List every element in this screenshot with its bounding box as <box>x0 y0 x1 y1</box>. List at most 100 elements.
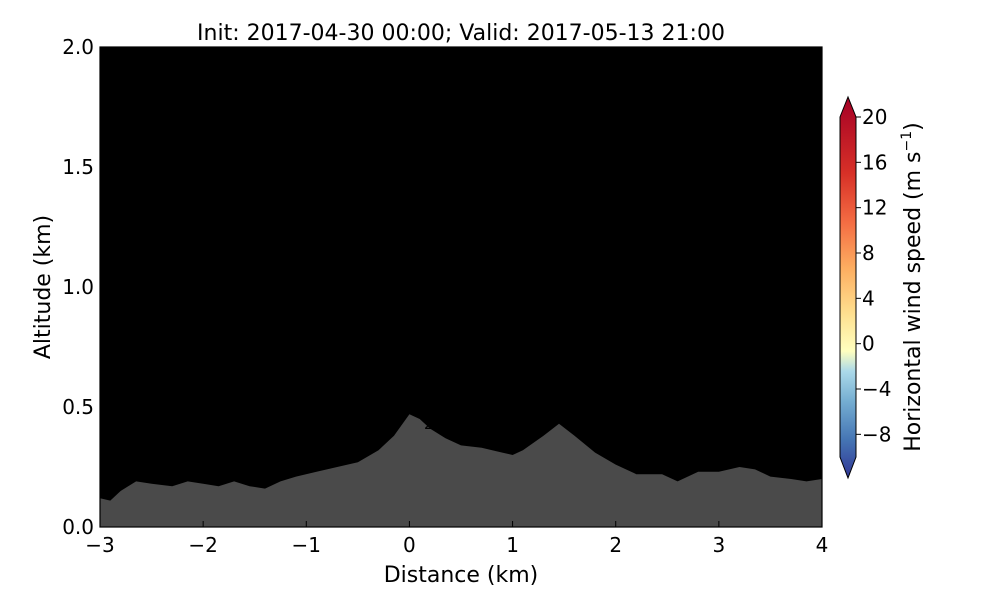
field-cell <box>441 239 462 256</box>
field-cell <box>662 399 683 416</box>
field-cell <box>220 143 241 160</box>
field-cell <box>601 239 622 256</box>
colorbar-tick-label: 20 <box>862 105 887 129</box>
field-cell <box>541 191 562 208</box>
field-cell <box>341 143 362 160</box>
field-cell <box>742 175 763 192</box>
wind-vector <box>329 383 345 384</box>
field-cell <box>762 63 783 80</box>
field-cell <box>421 191 442 208</box>
field-cell <box>401 335 422 352</box>
field-cell <box>140 447 161 464</box>
field-cell <box>120 271 141 288</box>
field-cell <box>682 431 703 448</box>
field-cell <box>682 399 703 416</box>
field-cell <box>662 431 683 448</box>
field-cell <box>200 143 221 160</box>
field-cell <box>481 239 502 256</box>
field-cell <box>281 47 302 64</box>
field-cell <box>541 399 562 416</box>
field-cell <box>200 223 221 240</box>
field-cell <box>401 127 422 144</box>
field-cell <box>220 463 241 480</box>
field-cell <box>421 127 442 144</box>
field-cell <box>381 47 402 64</box>
field-cell <box>742 367 763 384</box>
field-cell <box>481 303 502 320</box>
field-cell <box>541 63 562 80</box>
field-cell <box>100 79 121 96</box>
field-cell <box>802 367 823 384</box>
x-tick-label: −2 <box>188 533 217 557</box>
field-cell <box>140 431 161 448</box>
field-cell <box>120 127 141 144</box>
field-cell <box>421 159 442 176</box>
field-cell <box>461 319 482 336</box>
field-cell <box>381 367 402 384</box>
wind-vector <box>375 363 393 364</box>
field-cell <box>100 303 121 320</box>
field-cell <box>722 447 743 464</box>
field-cell <box>461 47 482 64</box>
y-tick-label: 1.0 <box>62 275 94 299</box>
field-cell <box>662 367 683 384</box>
x-axis-label: Distance (km) <box>384 563 539 588</box>
field-cell <box>682 159 703 176</box>
field-cell <box>722 159 743 176</box>
field-cell <box>601 431 622 448</box>
field-cell <box>381 191 402 208</box>
field-cell <box>521 383 542 400</box>
field-cell <box>341 399 362 416</box>
field-cell <box>301 47 322 64</box>
field-cell <box>742 223 763 240</box>
field-cell <box>260 399 281 416</box>
field-cell <box>301 143 322 160</box>
field-cell <box>762 399 783 416</box>
field-cell <box>481 63 502 80</box>
field-cell <box>762 271 783 288</box>
field-cell <box>160 175 181 192</box>
field-cell <box>140 127 161 144</box>
field-cell <box>281 383 302 400</box>
field-cell <box>200 351 221 368</box>
field-cell <box>260 159 281 176</box>
field-cell <box>180 207 201 224</box>
field-cell <box>240 351 261 368</box>
field-cell <box>481 191 502 208</box>
field-cell <box>461 127 482 144</box>
field-cell <box>200 127 221 144</box>
field-cell <box>521 47 542 64</box>
field-cell <box>802 191 823 208</box>
field-cell <box>361 367 382 384</box>
field-cell <box>642 239 663 256</box>
field-cell <box>301 159 322 176</box>
field-cell <box>481 47 502 64</box>
field-cell <box>160 111 181 128</box>
field-cell <box>581 95 602 112</box>
field-cell <box>140 95 161 112</box>
field-cell <box>260 79 281 96</box>
field-cell <box>501 383 522 400</box>
field-cell <box>321 191 342 208</box>
field-cell <box>361 143 382 160</box>
field-cell <box>200 463 221 480</box>
field-cell <box>441 351 462 368</box>
field-cell <box>260 303 281 320</box>
field-cell <box>401 47 422 64</box>
field-cell <box>361 207 382 224</box>
field-cell <box>140 319 161 336</box>
field-cell <box>621 223 642 240</box>
field-cell <box>541 319 562 336</box>
field-cell <box>120 319 141 336</box>
field-cell <box>762 175 783 192</box>
field-cell <box>240 463 261 480</box>
field-cell <box>682 271 703 288</box>
field-cell <box>200 287 221 304</box>
field-cell <box>662 287 683 304</box>
x-tick-label: 0 <box>403 533 416 557</box>
field-cell <box>521 111 542 128</box>
field-cell <box>100 415 121 432</box>
field-cell <box>240 175 261 192</box>
field-cell <box>341 207 362 224</box>
field-cell <box>100 351 121 368</box>
